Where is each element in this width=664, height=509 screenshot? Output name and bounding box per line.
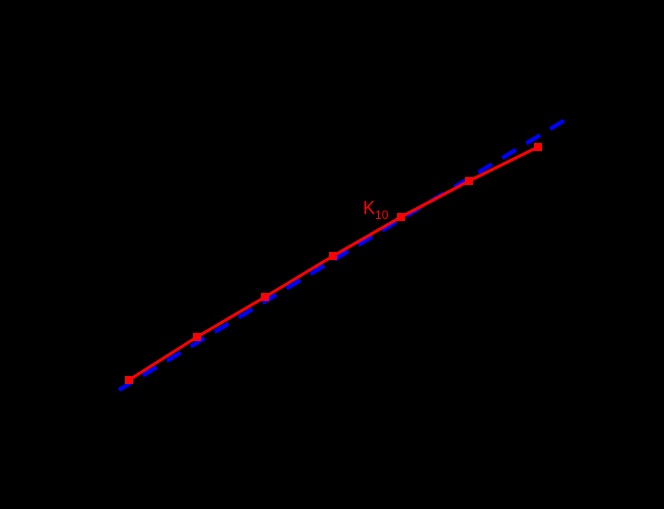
series-markers bbox=[125, 143, 542, 384]
data-point-marker bbox=[534, 143, 542, 151]
k10-annotation: K10 bbox=[363, 198, 389, 222]
data-point-marker bbox=[261, 293, 269, 301]
data-point-marker bbox=[193, 333, 201, 341]
fit-line-blue-dashed bbox=[117, 115, 572, 392]
data-point-marker bbox=[465, 177, 473, 185]
data-point-marker bbox=[329, 252, 337, 260]
annotation-main: K bbox=[363, 198, 375, 218]
annotation-subscript: 10 bbox=[375, 208, 389, 222]
data-point-marker bbox=[397, 213, 405, 221]
data-point-marker bbox=[125, 376, 133, 384]
